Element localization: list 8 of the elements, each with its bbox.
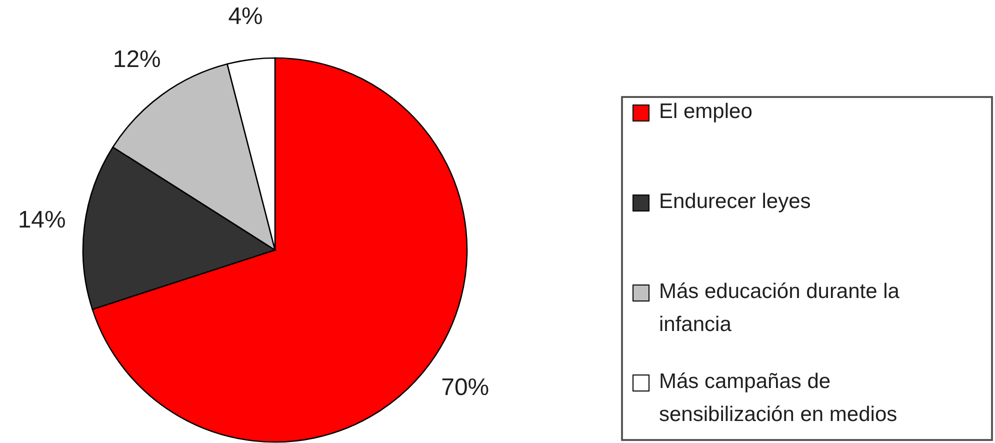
data-label: 14% — [18, 206, 66, 234]
legend-label: El empleo — [659, 100, 752, 123]
legend-label: Endurecer leyes — [659, 190, 811, 213]
legend-label: Más campañas de sensibilización en medios — [659, 370, 898, 426]
data-label: 12% — [112, 46, 161, 73]
data-label: 70% — [441, 374, 490, 402]
data-label: 4% — [228, 2, 263, 30]
legend-label: Más educación durante la infancia — [659, 280, 900, 336]
